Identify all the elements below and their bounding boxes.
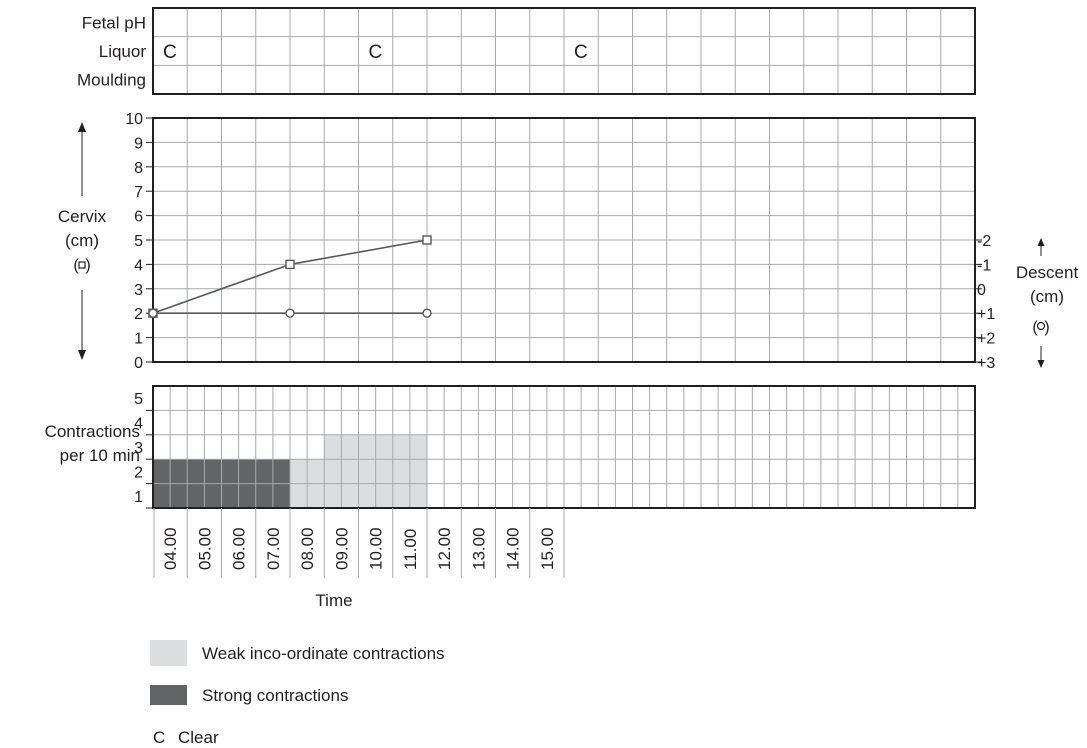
cervix-tick-label: 8 [134, 160, 143, 177]
descent-point [148, 308, 158, 318]
contractions-tick-label: 5 [134, 391, 143, 408]
time-tick-label: 08.00 [298, 527, 317, 570]
paren-right-icon: ) [85, 257, 90, 274]
cervix-tick-label: 6 [134, 209, 143, 226]
cervix-title-line2: (cm) [65, 231, 99, 250]
contractions-title-line2: per 10 min [60, 446, 140, 465]
descent-tick-label: -2 [977, 233, 991, 250]
observation-grid [152, 7, 976, 95]
descent-tick-label: -1 [977, 257, 991, 274]
descent-tick-label: +1 [977, 306, 995, 323]
cervix-axis-ticks: 0 1 2 3 4 5 6 7 8 9 10 [125, 111, 153, 372]
time-tick-label: 10.00 [367, 527, 386, 570]
series-layer [148, 235, 432, 318]
descent-title-line1: Descent [1016, 263, 1079, 282]
time-tick-label: 04.00 [161, 527, 180, 570]
cervix-tick-label: 1 [134, 331, 143, 348]
strong-label: Strong contractions [202, 686, 348, 705]
observation-frame [152, 7, 976, 95]
contractions-tick-label: 2 [134, 464, 143, 481]
time-axis-label: Time [315, 591, 352, 610]
time-tick-label: 11.00 [401, 529, 420, 570]
descent-axis-title: Descent (cm) () [1016, 238, 1079, 368]
cervix-tick-label: 10 [125, 111, 143, 128]
cervix-tick-label: 4 [134, 257, 143, 274]
descent-tick-label: +3 [977, 355, 995, 372]
paren-left-icon: ( [1032, 319, 1038, 336]
weak-label: Weak inco-ordinate contractions [202, 644, 445, 663]
descent-point [285, 308, 295, 318]
liquor-entry: C [369, 42, 383, 63]
cervix-tick-label: 7 [134, 184, 143, 201]
cervix-tick-label: 0 [134, 355, 143, 372]
descent-title-line2: (cm) [1030, 287, 1064, 306]
time-tick-label: 15.00 [538, 527, 557, 570]
arrow-down-icon [1037, 360, 1045, 368]
arrow-up-icon [78, 122, 86, 132]
liquor-entry: C [163, 42, 177, 63]
contractions-title-line1: Contractions [45, 422, 140, 441]
time-axis-ticks: 04.00 05.00 06.00 07.00 08.00 09.00 10.00 11.00… [153, 508, 565, 578]
cervix-title-line1: Cervix [58, 207, 107, 226]
circle-marker-icon [1036, 321, 1046, 331]
moulding-label: Moulding [77, 71, 146, 90]
weak-swatch [150, 640, 187, 666]
observation-row-labels: Fetal pH Liquor Moulding [77, 13, 146, 89]
time-tick-label: 13.00 [469, 527, 488, 570]
liquor-entry: C [574, 42, 588, 63]
time-tick-label: 09.00 [332, 527, 351, 570]
fetal-ph-label: Fetal pH [82, 13, 146, 32]
contractions-tick-label: 3 [134, 440, 143, 457]
clear-symbol: C [153, 728, 165, 747]
arrow-up-icon [1037, 238, 1045, 246]
descent-point [422, 308, 432, 318]
contractions-tick-label: 4 [134, 416, 143, 433]
contractions-axis-ticks: 1 2 3 4 5 [134, 391, 153, 509]
descent-axis-ticks: -2 -1 0 +1 +2 +3 [975, 233, 995, 372]
descent-tick-label: 0 [977, 282, 986, 299]
time-tick-label: 06.00 [230, 527, 249, 570]
cervix-tick-label: 3 [134, 282, 143, 299]
contractions-grid [152, 385, 976, 509]
time-tick-label: 14.00 [504, 527, 523, 570]
square-marker-icon [78, 261, 86, 269]
time-tick-label: 12.00 [435, 527, 454, 570]
cervix-descent-grid [152, 117, 976, 363]
cervix-axis-title: Cervix (cm) () [58, 122, 107, 360]
time-tick-label: 07.00 [264, 527, 283, 570]
cervix-tick-label: 9 [134, 135, 143, 152]
paren-left-icon: ( [73, 257, 79, 274]
contractions-tick-label: 1 [134, 489, 143, 506]
clear-label: Clear [178, 728, 219, 747]
contractions-axis-title: Contractions per 10 min [45, 422, 140, 465]
cervix-tick-label: 5 [134, 233, 143, 250]
cervix-tick-label: 2 [134, 306, 143, 323]
arrow-down-icon [78, 350, 86, 360]
liquor-label: Liquor [99, 42, 147, 61]
paren-right-icon: ) [1044, 319, 1049, 336]
strong-swatch [150, 685, 187, 705]
cervix-point [285, 259, 295, 270]
cervix-point [422, 235, 432, 245]
legend: Weak inco-ordinate contractions Strong co… [150, 640, 445, 747]
descent-tick-label: +2 [977, 331, 995, 348]
time-tick-label: 05.00 [195, 527, 214, 570]
